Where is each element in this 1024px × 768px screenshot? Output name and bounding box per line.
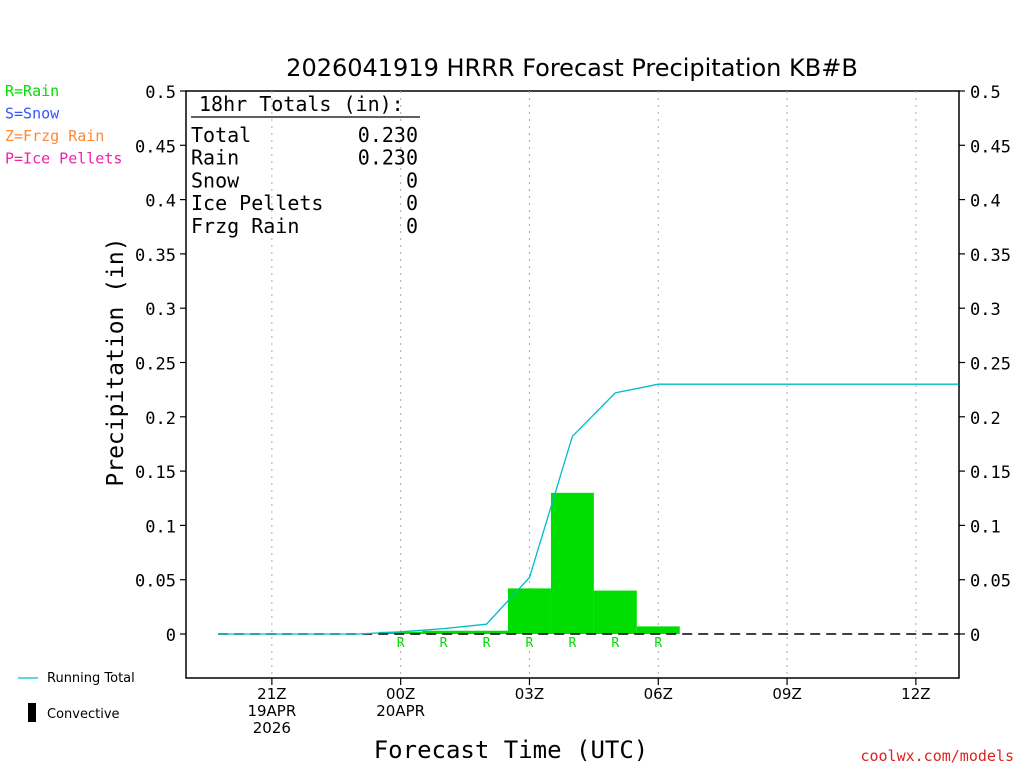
totals-heading: 18hr Totals (in): — [199, 92, 404, 116]
y-tick-label-left: 0.2 — [145, 409, 176, 429]
type-key-item: S=Snow — [5, 105, 60, 123]
y-tick-label-right: 0.3 — [970, 300, 1001, 320]
totals-row-label: Ice Pellets — [191, 191, 323, 215]
precip-bar — [465, 630, 508, 634]
bar-type-label: R — [397, 636, 405, 651]
y-tick-label-right: 0.05 — [970, 572, 1011, 592]
y-tick-label-right: 0.5 — [970, 83, 1001, 103]
x-tick-label: 09Z — [772, 685, 801, 703]
x-tick-label: 03Z — [515, 685, 544, 703]
x-tick-label: 21Z — [257, 685, 286, 703]
bar-type-label: R — [526, 636, 534, 651]
y-tick-label-left: 0.4 — [145, 192, 176, 212]
totals-row-label: Rain — [191, 146, 239, 170]
y-tick-label-right: 0 — [970, 626, 980, 646]
precip-bars — [379, 492, 680, 634]
legend: Running Total Convective — [18, 671, 135, 722]
precip-bar — [379, 631, 423, 634]
type-key-item: Z=Frzg Rain — [5, 127, 104, 145]
bar-type-label: R — [440, 636, 448, 651]
x-tick-label: 20APR — [376, 702, 425, 720]
y-tick-label-right: 0.45 — [970, 137, 1011, 157]
legend-convective-label: Convective — [47, 707, 120, 722]
totals-row-value: 0 — [406, 214, 418, 238]
x-axis-label: Forecast Time (UTC) — [374, 736, 649, 764]
y-tick-label-right: 0.1 — [970, 517, 1001, 537]
totals-row-label: Frzg Rain — [191, 214, 299, 238]
y-axis-label: Precipitation (in) — [103, 237, 129, 486]
x-tick-label: 06Z — [644, 685, 673, 703]
bar-type-label: R — [568, 636, 576, 651]
x-tick-label: 00Z — [386, 685, 415, 703]
type-key-item: R=Rain — [5, 82, 59, 100]
running-total-line — [218, 383, 959, 635]
y-tick-label-left: 0.45 — [135, 137, 176, 157]
running-total-series — [218, 383, 959, 635]
y-tick-label-right: 0.25 — [970, 355, 1011, 375]
bar-type-label: R — [483, 636, 491, 651]
source-credit: coolwx.com/models — [860, 747, 1014, 765]
totals-row-value: 0.230 — [358, 146, 418, 170]
precip-bar — [636, 626, 680, 634]
y-tick-label-left: 0.3 — [145, 300, 176, 320]
type-key-item: P=Ice Pellets — [5, 150, 122, 168]
y-tick-label-left: 0.35 — [135, 246, 176, 266]
bar-type-label: R — [654, 636, 662, 651]
totals-row-value: 0.230 — [358, 123, 418, 147]
y-tick-label-left: 0.25 — [135, 355, 176, 375]
type-key: R=Rain S=Snow Z=Frzg Rain P=Ice Pellets — [5, 82, 122, 168]
precip-bar — [550, 492, 594, 634]
precip-bar — [593, 590, 637, 634]
y-tick-label-right: 0.35 — [970, 246, 1011, 266]
precip-bar — [422, 630, 466, 634]
y-tick-label-right: 0.4 — [970, 192, 1001, 212]
bar-type-label: R — [611, 636, 619, 651]
plot-frame — [185, 90, 960, 679]
totals-row-label: Snow — [191, 168, 240, 192]
legend-running-total-label: Running Total — [47, 671, 135, 686]
totals-row-label: Total — [191, 123, 251, 147]
totals-box: 18hr Totals (in): Total 0.230 Rain 0.230 Sno… — [191, 92, 420, 238]
chart-title: 2026041919 HRRR Forecast Precipitation K… — [286, 54, 858, 82]
x-tick-label: 2026 — [253, 719, 291, 737]
x-tick-label: 12Z — [901, 685, 930, 703]
precip-bar — [508, 588, 551, 634]
legend-convective-swatch — [28, 703, 36, 722]
y-axis-left: 0 0.05 0.1 0.15 0.2 0.25 0.3 0.35 0.4 0.45 0.5 — [135, 83, 186, 646]
y-tick-label-left: 0.1 — [145, 517, 176, 537]
y-tick-label-left: 0 — [166, 626, 176, 646]
totals-row-value: 0 — [406, 191, 418, 215]
y-tick-label-left: 0.15 — [135, 463, 176, 483]
y-tick-label-right: 0.15 — [970, 463, 1011, 483]
x-tick-label: 19APR — [247, 702, 296, 720]
y-tick-label-left: 0.5 — [145, 83, 176, 103]
y-tick-label-left: 0.05 — [135, 572, 176, 592]
totals-row-value: 0 — [406, 168, 418, 192]
y-tick-label-right: 0.2 — [970, 409, 1001, 429]
y-axis-right: 0 0.05 0.1 0.15 0.2 0.25 0.3 0.35 0.4 0.45 0.5 — [959, 83, 1011, 646]
